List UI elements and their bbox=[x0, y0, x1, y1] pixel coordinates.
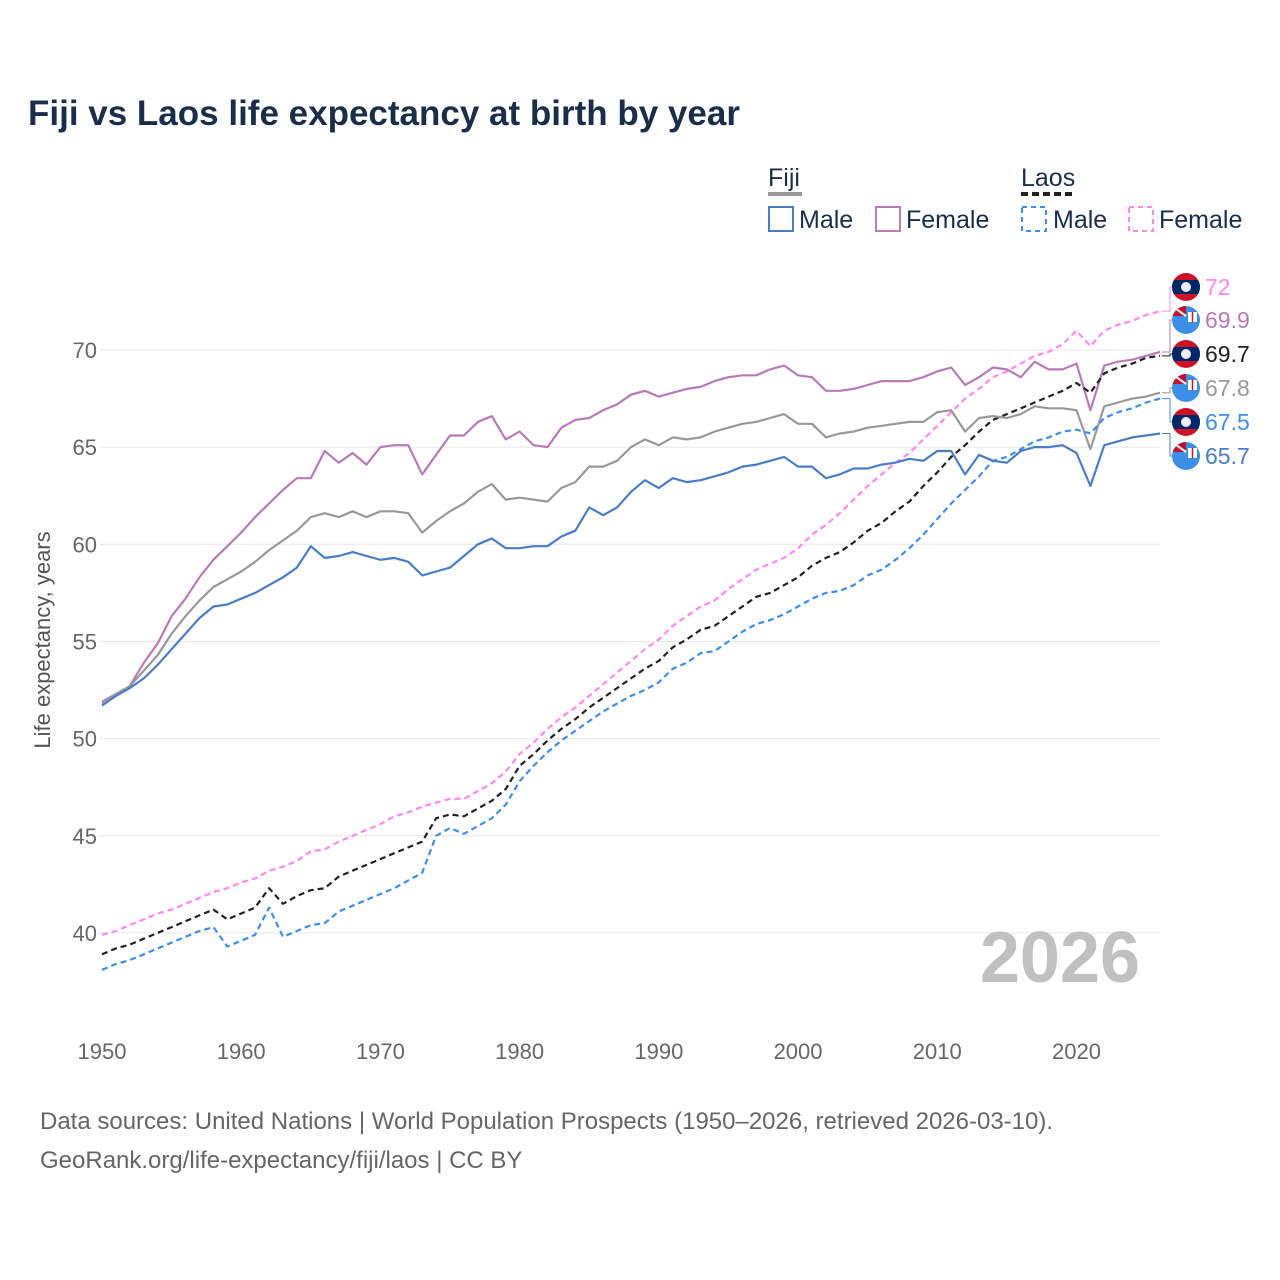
legend-group-fiji: Fiji bbox=[768, 164, 800, 192]
end-label-value: 72 bbox=[1205, 274, 1231, 300]
laos-flag-icon bbox=[1172, 408, 1200, 436]
legend-label-laos-female[interactable]: Female bbox=[1159, 206, 1242, 234]
end-label-value: 67.5 bbox=[1205, 409, 1250, 435]
end-label-value: 67.8 bbox=[1205, 375, 1250, 401]
legend-label-fiji-male[interactable]: Male bbox=[799, 206, 853, 234]
series-line-laos-male bbox=[101, 397, 1161, 971]
end-label-value: 65.7 bbox=[1205, 443, 1250, 469]
end-labels: 72 69.9 69.7 67.8 67.5 65.7 bbox=[1162, 273, 1250, 470]
x-tick-label: 2020 bbox=[1052, 1039, 1101, 1064]
series-line-fiji bbox=[101, 391, 1161, 705]
x-tick-label: 1980 bbox=[495, 1039, 544, 1064]
series-lines bbox=[101, 310, 1161, 971]
fiji-flag-icon bbox=[1172, 374, 1200, 402]
fiji-flag-icon bbox=[1172, 442, 1200, 470]
series-line-laos bbox=[101, 354, 1161, 956]
y-axis-ticks: 40 45 50 55 60 65 70 bbox=[73, 338, 97, 946]
y-tick-label: 60 bbox=[73, 532, 97, 557]
source-line-1: Data sources: United Nations | World Pop… bbox=[40, 1108, 1054, 1135]
y-tick-label: 40 bbox=[73, 921, 97, 946]
legend-swatch-fiji-female[interactable] bbox=[875, 206, 901, 232]
y-tick-label: 65 bbox=[73, 435, 97, 460]
y-tick-label: 70 bbox=[73, 338, 97, 363]
x-axis-ticks: 1950 1960 1970 1980 1990 2000 2010 2020 bbox=[78, 1039, 1101, 1064]
source-line-2[interactable]: GeoRank.org/life-expectancy/fiji/laos | … bbox=[40, 1147, 523, 1174]
x-tick-label: 1960 bbox=[217, 1039, 266, 1064]
legend-group-laos: Laos bbox=[1021, 164, 1075, 192]
end-label-value: 69.7 bbox=[1205, 341, 1250, 367]
fiji-flag-icon bbox=[1172, 306, 1200, 334]
x-tick-label: 1950 bbox=[78, 1039, 127, 1064]
legend-swatch-fiji-male[interactable] bbox=[768, 206, 794, 232]
legend-fiji-line bbox=[768, 192, 802, 196]
y-axis-label: Life expectancy, years bbox=[30, 531, 55, 748]
flag-disc bbox=[1181, 417, 1191, 427]
legend: Fiji Laos Male Female Male Female bbox=[768, 164, 1242, 234]
y-tick-label: 50 bbox=[73, 727, 97, 752]
legend-label-fiji-female[interactable]: Female bbox=[906, 206, 989, 234]
end-label-value: 69.9 bbox=[1205, 307, 1250, 333]
year-watermark: 2026 bbox=[980, 918, 1140, 998]
laos-flag-icon bbox=[1172, 340, 1200, 368]
x-tick-label: 2010 bbox=[913, 1039, 962, 1064]
flag-disc bbox=[1181, 349, 1191, 359]
legend-swatch-laos-male[interactable] bbox=[1021, 206, 1047, 232]
flag-disc bbox=[1181, 282, 1191, 292]
x-tick-label: 2000 bbox=[774, 1039, 823, 1064]
series-line-laos-female bbox=[101, 310, 1161, 936]
x-tick-label: 1990 bbox=[634, 1039, 683, 1064]
legend-swatch-laos-female[interactable] bbox=[1128, 206, 1154, 232]
x-tick-label: 1970 bbox=[356, 1039, 405, 1064]
gridlines bbox=[100, 349, 1160, 934]
chart-title: Fiji vs Laos life expectancy at birth by… bbox=[28, 94, 740, 133]
y-tick-label: 55 bbox=[73, 629, 97, 654]
series-line-fiji-male bbox=[101, 432, 1161, 707]
y-tick-label: 45 bbox=[73, 824, 97, 849]
series-line-fiji-female bbox=[101, 350, 1161, 703]
laos-flag-icon bbox=[1172, 273, 1200, 301]
legend-label-laos-male[interactable]: Male bbox=[1053, 206, 1107, 234]
